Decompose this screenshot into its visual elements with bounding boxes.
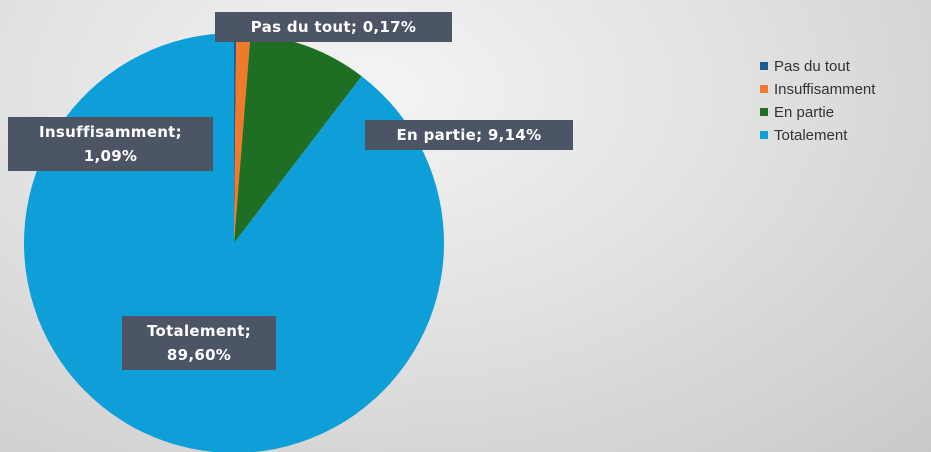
- legend-item: En partie: [760, 104, 834, 121]
- legend-swatch: [760, 85, 768, 94]
- data-label: Totalement; 89,60%: [122, 316, 276, 370]
- legend-swatch: [760, 131, 768, 140]
- pie-slice: [234, 33, 251, 243]
- legend-swatch: [760, 108, 768, 117]
- pie-slice: [234, 33, 362, 244]
- legend-swatch: [760, 62, 768, 71]
- legend-item: Pas du tout: [760, 58, 850, 75]
- legend-label: Insuffisamment: [774, 81, 876, 98]
- legend-label: En partie: [774, 104, 835, 121]
- legend-item: Totalement: [760, 127, 847, 144]
- data-label: En partie; 9,14%: [365, 120, 573, 150]
- legend-item: Insuffisamment: [760, 81, 875, 98]
- pie-slice: [234, 33, 237, 243]
- legend-label: Totalement: [774, 127, 848, 144]
- data-label: Insuffisamment; 1,09%: [8, 117, 213, 171]
- data-label: Pas du tout; 0,17%: [215, 12, 452, 42]
- legend-label: Pas du tout: [774, 58, 850, 75]
